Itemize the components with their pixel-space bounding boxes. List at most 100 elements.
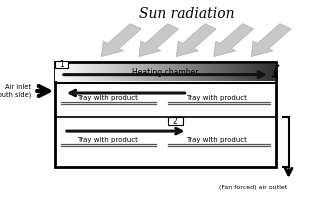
Bar [193,64,195,81]
Bar [101,64,103,81]
Bar [215,64,217,81]
Bar [82,64,85,81]
Bar [108,64,110,81]
Bar [206,64,208,81]
Bar [188,64,190,81]
Bar [86,64,88,81]
Bar [191,64,193,81]
Bar [105,64,107,81]
Bar [77,64,79,81]
Bar [248,64,251,81]
Bar [202,64,204,81]
Polygon shape [176,24,216,57]
Bar [263,64,265,81]
Bar [250,64,252,81]
Bar [125,64,127,81]
Bar [254,64,256,81]
Bar [226,64,228,81]
Bar [232,64,234,81]
Bar [156,64,158,81]
Bar [178,64,180,81]
Bar [95,64,97,81]
Bar [88,64,90,81]
Polygon shape [214,24,254,57]
Bar [123,64,125,81]
Bar [93,64,95,81]
Bar [237,64,240,81]
Bar [84,64,86,81]
Bar [272,64,275,81]
Bar [158,64,160,81]
Bar [130,64,133,81]
Bar [73,64,75,81]
Bar [71,64,73,81]
Bar [195,64,197,81]
Bar [90,64,92,81]
Bar [136,64,138,81]
Bar [97,64,99,81]
Bar [213,64,216,81]
Bar [221,64,223,81]
Bar [114,64,116,81]
Bar [274,64,276,81]
Bar [246,64,249,81]
Bar [200,64,202,81]
Bar [67,64,70,81]
Bar [139,64,142,81]
Bar [55,64,57,81]
Bar [175,64,177,81]
Bar [236,64,238,81]
Bar [222,64,225,81]
Bar [265,64,267,81]
Text: Tray with product: Tray with product [186,137,247,143]
Bar [160,64,162,81]
Bar [154,64,156,81]
Bar [134,64,136,81]
Bar [261,64,264,81]
Bar [271,64,273,81]
Bar [186,64,188,81]
Bar [60,64,62,81]
Bar [62,64,64,81]
Bar [110,64,112,81]
Bar [145,64,147,81]
Text: Tray with product: Tray with product [77,137,138,143]
Bar [129,64,131,81]
Bar [228,64,230,81]
Bar [182,64,184,81]
Bar [210,64,212,81]
Bar [239,64,241,81]
Bar [256,64,258,81]
Bar [204,64,206,81]
Bar [103,64,105,81]
Bar [58,64,61,81]
Bar [269,64,271,81]
Bar [79,64,81,81]
Bar [224,64,227,81]
Bar [217,64,219,81]
Text: Heating chamber: Heating chamber [132,68,199,77]
Bar [141,64,144,81]
Bar [117,64,119,81]
Bar [267,64,269,81]
Bar [64,64,66,81]
Bar [106,64,109,81]
Bar [184,64,186,81]
Bar [55,61,68,68]
Bar [198,64,201,81]
Bar [132,64,134,81]
Bar [168,117,183,125]
Bar [197,64,199,81]
Text: (Fan forced) air outlet: (Fan forced) air outlet [219,185,287,190]
Bar [91,64,94,81]
Bar [153,64,155,81]
Polygon shape [251,24,291,57]
Bar [162,64,164,81]
Bar [75,64,77,81]
Text: Sun radiation: Sun radiation [139,7,235,21]
Bar [56,64,59,81]
Bar [173,64,175,81]
Bar [176,64,178,81]
Bar [258,64,260,81]
Bar [245,64,247,81]
